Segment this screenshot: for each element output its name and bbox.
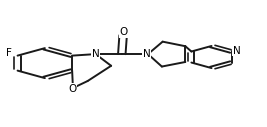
Text: N: N — [143, 49, 151, 59]
Text: O: O — [68, 84, 77, 94]
Text: N: N — [92, 49, 100, 59]
Text: F: F — [6, 48, 12, 58]
Text: O: O — [120, 27, 128, 37]
Text: N: N — [233, 46, 241, 56]
